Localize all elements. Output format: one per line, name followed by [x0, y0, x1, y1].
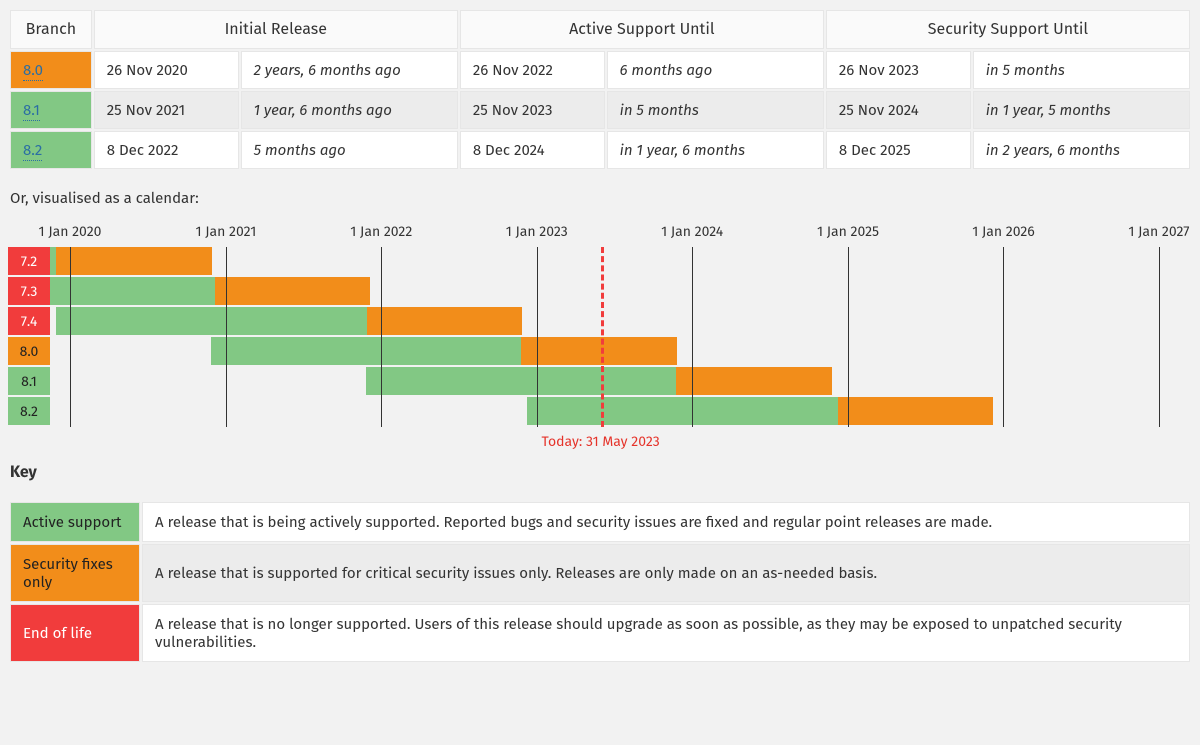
timeline-lane — [50, 337, 1190, 367]
support-row: 8.2 8 Dec 20225 months ago8 Dec 2024in 1 … — [10, 131, 1190, 169]
initial-release-rel: 1 year, 6 months ago — [241, 91, 458, 129]
segment-active — [50, 277, 215, 305]
initial-release-rel: 5 months ago — [241, 131, 458, 169]
year-tick-label: 1 Jan 2021 — [195, 223, 256, 240]
year-gridline — [537, 247, 538, 427]
support-header: Initial Release — [94, 10, 458, 49]
support-row: 8.125 Nov 20211 year, 6 months ago25 Nov… — [10, 91, 1190, 129]
security-until-date: 26 Nov 2023 — [826, 51, 971, 89]
timeline-lane — [50, 397, 1190, 427]
security-until-date: 8 Dec 2025 — [826, 131, 971, 169]
timeline-branch-label: 8.0 — [8, 337, 50, 367]
active-until-date: 25 Nov 2023 — [460, 91, 605, 129]
active-until-rel: in 1 year, 6 months — [607, 131, 824, 169]
active-until-rel: in 5 months — [607, 91, 824, 129]
key-swatch: Active support — [10, 502, 140, 542]
segment-active — [527, 397, 838, 425]
timeline-branch-label: 7.2 — [8, 247, 50, 277]
key-swatch: Security fixes only — [10, 544, 140, 602]
key-desc: A release that is no longer supported. U… — [142, 604, 1190, 662]
segment-active — [366, 367, 677, 395]
key-swatch: End of life — [10, 604, 140, 662]
timeline-branch-label: 8.2 — [8, 397, 50, 427]
year-gridline — [692, 247, 693, 427]
initial-release-date: 26 Nov 2020 — [94, 51, 239, 89]
year-tick-label: 1 Jan 2020 — [39, 223, 102, 240]
active-until-rel: 6 months ago — [607, 51, 824, 89]
initial-release-rel: 2 years, 6 months ago — [241, 51, 458, 89]
today-label: Today: 31 May 2023 — [542, 433, 660, 450]
year-tick-label: 1 Jan 2022 — [350, 223, 412, 240]
initial-release-date: 25 Nov 2021 — [94, 91, 239, 129]
active-until-date: 26 Nov 2022 — [460, 51, 605, 89]
year-gridline — [1159, 247, 1160, 427]
support-header: Branch — [10, 10, 92, 49]
year-gridline — [381, 247, 382, 427]
branch-link[interactable]: 8.0 — [23, 61, 43, 81]
branch-cell: 8.2 — [10, 131, 92, 169]
key-heading: Key — [10, 463, 1192, 482]
active-until-date: 8 Dec 2024 — [460, 131, 605, 169]
today-line — [601, 247, 604, 427]
key-desc: A release that is supported for critical… — [142, 544, 1190, 602]
branch-link[interactable]: 8.2 — [23, 141, 42, 161]
branch-cell: 8.1 — [10, 91, 92, 129]
timeline-branch-label: 8.1 — [8, 367, 50, 397]
segment-security — [215, 277, 370, 305]
timeline-lane — [50, 247, 1190, 277]
support-header: Active Support Until — [460, 10, 824, 49]
security-until-rel: in 1 year, 5 months — [973, 91, 1190, 129]
security-until-rel: in 2 years, 6 months — [973, 131, 1190, 169]
segment-security — [521, 337, 676, 365]
year-tick-label: 1 Jan 2023 — [506, 223, 568, 240]
segment-active — [56, 307, 367, 335]
branch-cell: 8.0 — [10, 51, 92, 89]
year-gridline — [848, 247, 849, 427]
support-header: Security Support Until — [826, 10, 1190, 49]
initial-release-date: 8 Dec 2022 — [94, 131, 239, 169]
key-row: Active supportA release that is being ac… — [10, 502, 1190, 542]
year-gridline — [1003, 247, 1004, 427]
timeline-lane — [50, 307, 1190, 337]
timeline-lane — [50, 277, 1190, 307]
branch-link[interactable]: 8.1 — [23, 101, 40, 121]
year-gridline — [70, 247, 71, 427]
timeline-branch-label: 7.4 — [8, 307, 50, 337]
year-tick-label: 1 Jan 2024 — [661, 223, 723, 240]
security-until-date: 25 Nov 2024 — [826, 91, 971, 129]
support-table: BranchInitial ReleaseActive Support Unti… — [8, 8, 1192, 171]
key-row: Security fixes onlyA release that is sup… — [10, 544, 1190, 602]
timeline-branch-label: 7.3 — [8, 277, 50, 307]
key-table: Active supportA release that is being ac… — [8, 500, 1192, 664]
segment-security — [367, 307, 522, 335]
key-desc: A release that is being actively support… — [142, 502, 1190, 542]
year-tick-label: 1 Jan 2025 — [817, 223, 879, 240]
timeline-lane — [50, 367, 1190, 397]
support-row: 8.026 Nov 20202 years, 6 months ago26 No… — [10, 51, 1190, 89]
segment-security — [838, 397, 993, 425]
year-tick-label: 1 Jan 2026 — [972, 223, 1035, 240]
year-gridline — [226, 247, 227, 427]
year-tick-label: 1 Jan 2027 — [1128, 223, 1189, 240]
key-row: End of lifeA release that is no longer s… — [10, 604, 1190, 662]
segment-security — [676, 367, 832, 395]
calendar-caption: Or, visualised as a calendar: — [10, 189, 1192, 207]
segment-security — [56, 247, 212, 275]
security-until-rel: in 5 months — [973, 51, 1190, 89]
timeline-chart: 7.27.37.48.08.18.2 1 Jan 2020 1 Jan 2021 1… — [8, 217, 1192, 455]
segment-active — [211, 337, 522, 365]
